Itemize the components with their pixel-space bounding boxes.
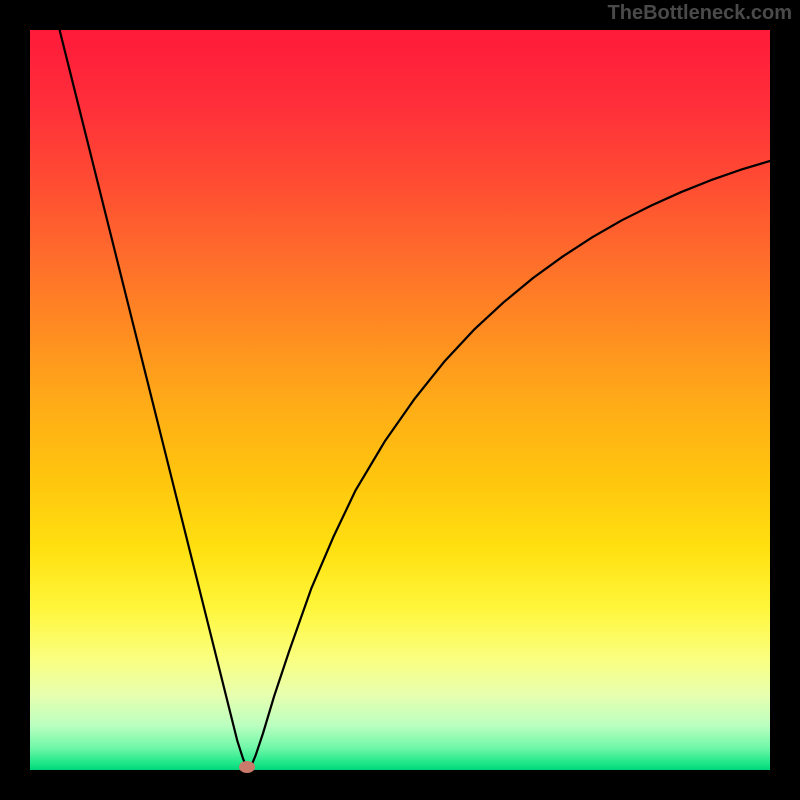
watermark-text: TheBottleneck.com	[608, 2, 792, 25]
chart-container: TheBottleneck.com	[0, 0, 800, 800]
bottleneck-curve	[30, 30, 770, 770]
plot-area	[30, 30, 770, 770]
optimal-point-marker	[239, 761, 255, 773]
